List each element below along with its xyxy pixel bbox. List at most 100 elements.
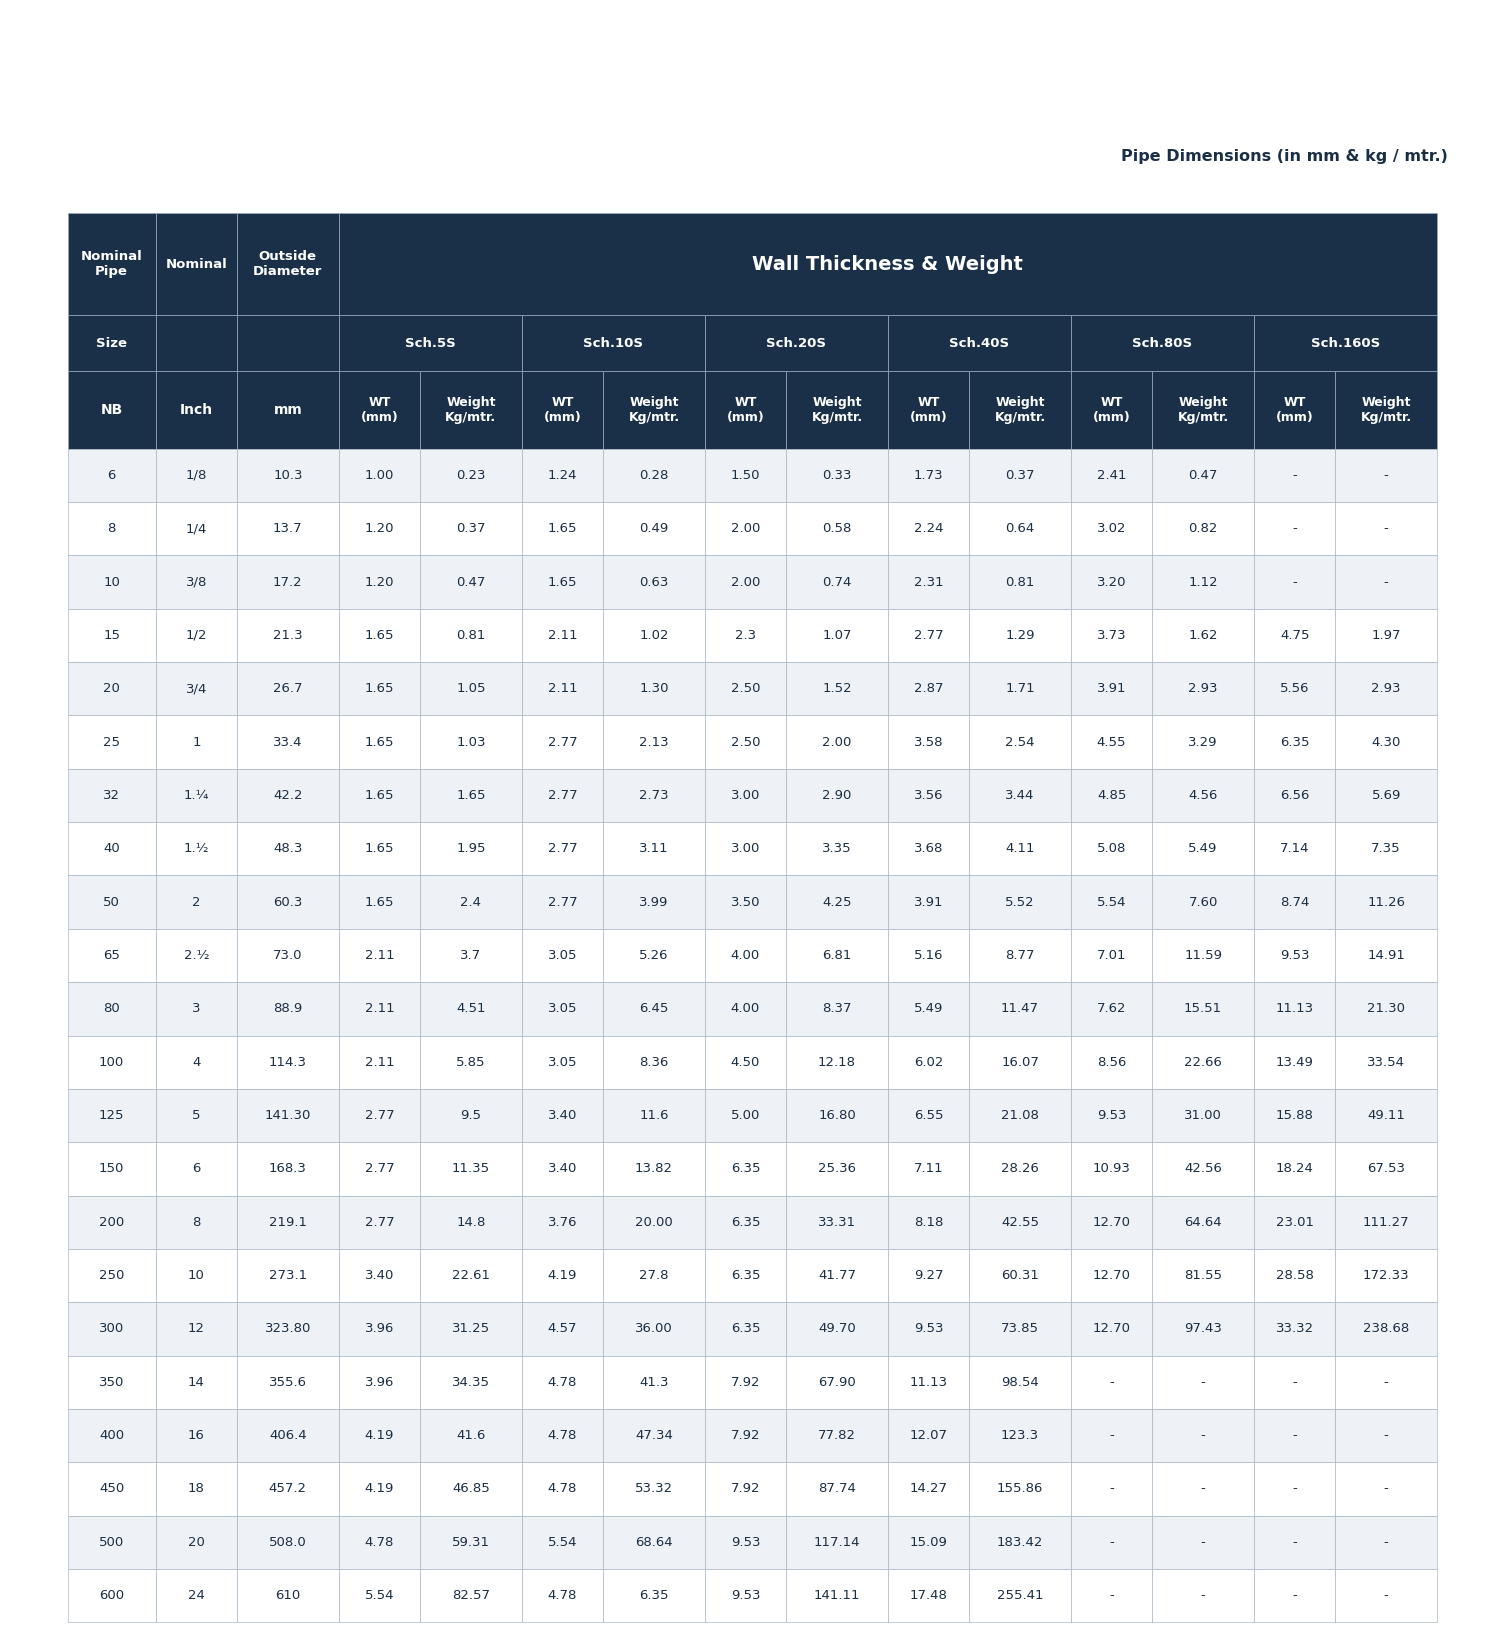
Text: 47.34: 47.34: [634, 1429, 674, 1442]
Text: 12: 12: [188, 1322, 206, 1335]
Text: -: -: [1200, 1589, 1206, 1603]
Bar: [339, 929, 420, 982]
Bar: [603, 371, 705, 448]
Text: 5.85: 5.85: [456, 1056, 486, 1069]
Bar: [68, 768, 156, 823]
Text: Nominal: Nominal: [165, 258, 226, 271]
Bar: [68, 1516, 156, 1570]
Bar: [1152, 1409, 1254, 1463]
Bar: [156, 1143, 237, 1195]
Text: 9.5: 9.5: [460, 1108, 482, 1121]
Bar: [786, 716, 888, 768]
Bar: [603, 823, 705, 875]
Bar: [522, 823, 603, 875]
Text: 457.2: 457.2: [268, 1483, 308, 1496]
Bar: [888, 823, 969, 875]
Text: 3.00: 3.00: [730, 842, 760, 855]
Bar: [339, 982, 420, 1036]
Text: 5.00: 5.00: [730, 1108, 760, 1121]
Text: 8.77: 8.77: [1005, 949, 1035, 962]
Text: 1.07: 1.07: [822, 629, 852, 642]
Bar: [1071, 1036, 1152, 1089]
Bar: [1254, 1143, 1335, 1195]
Bar: [68, 716, 156, 768]
Text: Weight
Kg/mtr.: Weight Kg/mtr.: [1178, 396, 1228, 424]
Text: 42.55: 42.55: [1000, 1215, 1039, 1228]
Text: -: -: [1384, 522, 1389, 535]
Bar: [969, 875, 1071, 929]
Bar: [237, 448, 339, 502]
Bar: [522, 1463, 603, 1516]
Text: 1: 1: [192, 736, 201, 749]
Text: 2.½: 2.½: [183, 949, 209, 962]
Bar: [969, 716, 1071, 768]
Text: 42.2: 42.2: [273, 788, 303, 801]
Bar: [603, 1302, 705, 1356]
Bar: [237, 1570, 339, 1622]
Text: 33.32: 33.32: [1275, 1322, 1314, 1335]
Bar: [68, 213, 156, 315]
Bar: [522, 609, 603, 662]
Text: 5.54: 5.54: [548, 1535, 578, 1548]
Bar: [969, 1250, 1071, 1302]
Text: 3.29: 3.29: [1188, 736, 1218, 749]
Bar: [603, 768, 705, 823]
Bar: [420, 1516, 522, 1570]
Text: 4.30: 4.30: [1371, 736, 1401, 749]
Text: NB: NB: [100, 402, 123, 417]
Bar: [1254, 1409, 1335, 1463]
Text: 98.54: 98.54: [1000, 1376, 1039, 1389]
Text: 7.92: 7.92: [730, 1483, 760, 1496]
Bar: [156, 716, 237, 768]
Bar: [420, 609, 522, 662]
Text: 4.85: 4.85: [1096, 788, 1126, 801]
Bar: [237, 662, 339, 716]
Bar: [1335, 982, 1437, 1036]
Bar: [1071, 371, 1152, 448]
Text: 355.6: 355.6: [268, 1376, 308, 1389]
Bar: [1152, 1250, 1254, 1302]
Bar: [339, 1409, 420, 1463]
Text: 2.13: 2.13: [639, 736, 669, 749]
Text: Sch.20S: Sch.20S: [766, 337, 826, 350]
Text: 22.66: 22.66: [1184, 1056, 1222, 1069]
Text: 1.62: 1.62: [1188, 629, 1218, 642]
Text: 2.77: 2.77: [548, 736, 578, 749]
Bar: [1071, 982, 1152, 1036]
Text: 64.64: 64.64: [1185, 1215, 1222, 1228]
Text: 3.02: 3.02: [1096, 522, 1126, 535]
Bar: [705, 982, 786, 1036]
Text: -: -: [1200, 1535, 1206, 1548]
Text: 15.51: 15.51: [1184, 1002, 1222, 1015]
Bar: [1071, 448, 1152, 502]
Bar: [888, 448, 969, 502]
Text: 1.00: 1.00: [364, 470, 394, 481]
Text: 610: 610: [274, 1589, 300, 1603]
Text: 14.8: 14.8: [456, 1215, 486, 1228]
Text: 6: 6: [192, 1163, 201, 1176]
Text: 7.92: 7.92: [730, 1429, 760, 1442]
Text: -: -: [1384, 576, 1389, 588]
Bar: [1071, 823, 1152, 875]
Text: -: -: [1293, 470, 1298, 481]
Text: 1.02: 1.02: [639, 629, 669, 642]
Text: 4.25: 4.25: [822, 895, 852, 908]
Text: 11.13: 11.13: [1275, 1002, 1314, 1015]
Bar: [237, 555, 339, 609]
Text: 350: 350: [99, 1376, 124, 1389]
Bar: [969, 1195, 1071, 1250]
Bar: [1071, 929, 1152, 982]
Text: 8: 8: [108, 522, 116, 535]
Text: 1.24: 1.24: [548, 470, 578, 481]
Text: 18: 18: [188, 1483, 206, 1496]
Text: 1.95: 1.95: [456, 842, 486, 855]
Bar: [888, 1516, 969, 1570]
Text: 117.14: 117.14: [813, 1535, 859, 1548]
Text: 2.93: 2.93: [1371, 683, 1401, 695]
Bar: [1152, 1302, 1254, 1356]
Text: 5.52: 5.52: [1005, 895, 1035, 908]
Text: 15.09: 15.09: [909, 1535, 948, 1548]
Bar: [237, 929, 339, 982]
Text: 4.78: 4.78: [548, 1483, 578, 1496]
Text: 4.78: 4.78: [548, 1429, 578, 1442]
